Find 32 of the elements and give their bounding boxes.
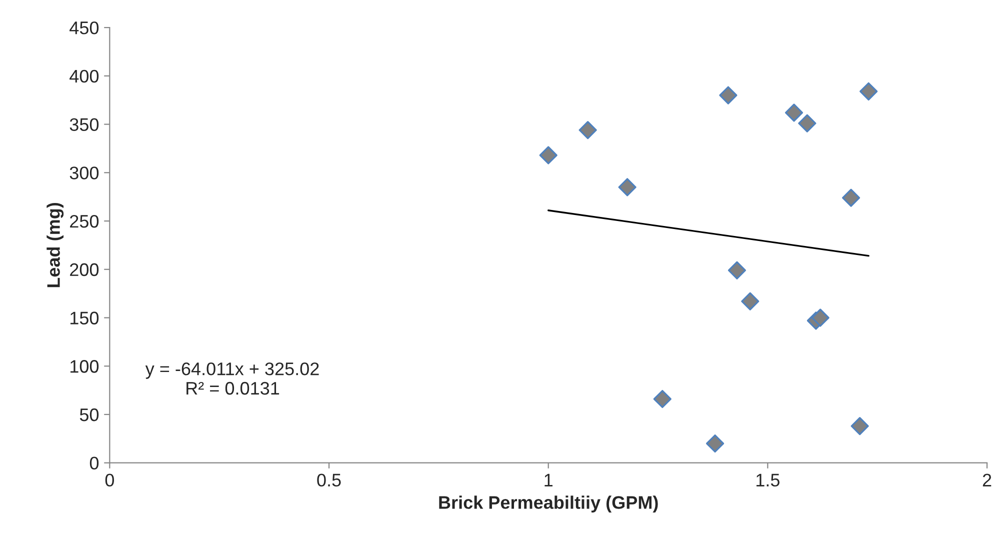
y-tick-label: 150 [70,312,99,324]
x-tick-label: 2 [982,474,992,486]
y-tick-label: 200 [70,263,99,276]
point [578,121,597,140]
point [860,82,878,100]
point [653,390,672,408]
point [618,178,636,196]
point [719,86,738,104]
y-tick-label: 50 [80,408,99,422]
point [811,308,830,327]
point [842,188,860,207]
point [706,434,724,453]
point [850,417,869,436]
point [784,104,804,122]
point [539,146,558,164]
y-tick-label: 250 [70,214,99,228]
point [728,261,746,280]
annotation: y = -64.011x + 325.02 R² = 0.0131 [145,362,319,395]
y-tick-label: 400 [70,70,99,83]
y-axis-title: Lead (mg) [46,202,64,288]
x-tick-label: 1 [544,474,552,486]
x-tick-label: 0 [105,474,114,487]
point [798,114,816,132]
x-tick-label: 1.5 [756,474,780,487]
y-tick-label: 450 [70,21,99,34]
x-axis-title: Brick Permeabiltiiy (GPM) [439,496,658,512]
point [741,292,760,310]
y-tick-label: 0 [90,456,99,470]
y-tick-label: 100 [70,360,99,373]
y-tick-label: 300 [70,166,99,180]
y-tick-label: 350 [70,118,99,131]
x-tick-label: 0.5 [317,474,341,487]
